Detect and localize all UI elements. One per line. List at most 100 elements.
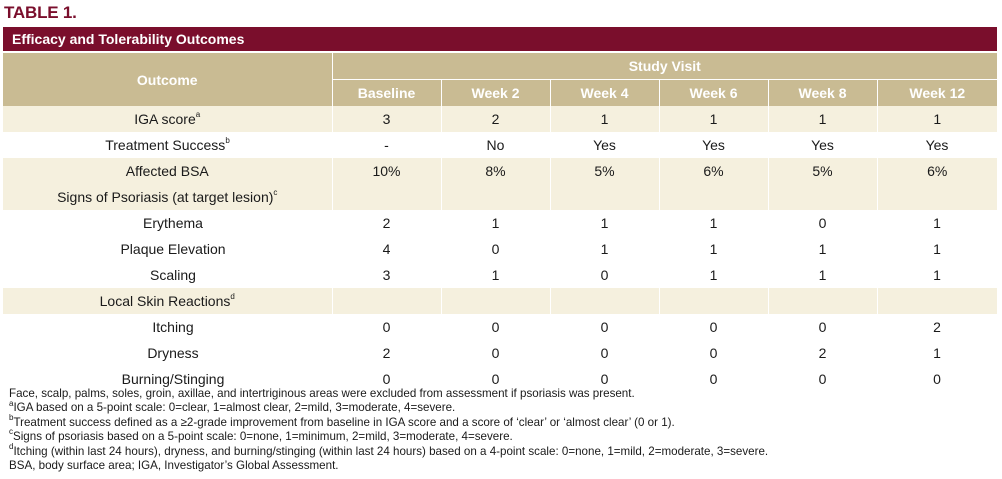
footnote-marker: d <box>230 292 235 302</box>
footnote-marker: a <box>9 398 14 408</box>
row-label: IGA scorea <box>3 106 333 132</box>
table-cell: 0 <box>600 319 609 335</box>
footnote-text: Treatment success defined as a ≥2-grade … <box>13 415 675 429</box>
table-cell: 1 <box>933 215 941 231</box>
table-cell: 0 <box>600 345 609 361</box>
table-row-iga-score: IGA scorea 3 2 1 1 1 1 <box>3 106 998 132</box>
table-row-itching: Itching 0 0 0 0 0 2 <box>3 314 997 340</box>
footnote-line: cSigns of psoriasis based on a 5-point s… <box>9 427 994 444</box>
table-cell: 2 <box>441 106 551 132</box>
section-label-text: Signs of Psoriasis (at target lesion) <box>57 189 274 205</box>
table-cell: 0 <box>382 371 391 387</box>
table-cell: 1 <box>818 267 827 283</box>
table-cell: Yes <box>702 137 725 153</box>
outcome-column-header: Outcome <box>3 53 333 106</box>
row-label: Scaling <box>150 267 196 283</box>
table-row-dryness: Dryness 2 0 0 0 2 1 <box>3 340 997 366</box>
table-cell: 1 <box>818 241 827 257</box>
footnote-marker: d <box>9 441 14 451</box>
footnote-marker: c <box>273 188 278 198</box>
row-label: Affected BSA <box>3 158 333 184</box>
table-cell: 3 <box>382 267 391 283</box>
visit-header-week-12: Week 12 <box>877 79 998 106</box>
table-cell: Yes <box>593 137 616 153</box>
table-cell: No <box>486 137 505 153</box>
table-cell: 0 <box>600 371 609 387</box>
row-label-text: IGA score <box>134 111 196 127</box>
table-cell: 0 <box>933 371 941 387</box>
footnote-marker: a <box>195 110 201 120</box>
table-cell: 0 <box>818 319 827 335</box>
section-label: Local Skin Reactionsd <box>3 288 333 314</box>
footnote-line: aIGA based on a 5-point scale: 0=clear, … <box>9 398 994 415</box>
table-cell: 4 <box>382 241 391 257</box>
table-row-plaque-elevation: Plaque Elevation 4 0 1 1 1 1 <box>3 236 997 262</box>
table-cell: 0 <box>491 241 500 257</box>
table-cell: 0 <box>709 371 718 387</box>
table-label: TABLE 1. <box>4 3 77 22</box>
visit-header-week-4: Week 4 <box>550 79 660 106</box>
table-cell: - <box>384 137 389 153</box>
table-cell: 1 <box>600 241 609 257</box>
table-row-scaling: Scaling 3 1 0 1 1 1 <box>3 262 997 288</box>
table-cell: 1 <box>768 106 878 132</box>
footnote-marker: b <box>9 412 14 422</box>
table-cell: 0 <box>709 319 718 335</box>
table-cell: 10% <box>332 158 442 184</box>
table-cell: 1 <box>550 106 660 132</box>
footnote-text: Itching (within last 24 hours), dryness,… <box>13 444 769 458</box>
table-row-treatment-success: Treatment Successb - No Yes Yes Yes Yes <box>3 132 997 158</box>
table-cell: 0 <box>818 215 827 231</box>
row-label: Plaque Elevation <box>120 241 226 257</box>
table-cell: 1 <box>600 215 609 231</box>
footnote-line: bTreatment success defined as a ≥2-grade… <box>9 412 994 430</box>
table-row-burning-stinging: Burning/Stinging 0 0 0 0 0 0 <box>3 366 997 392</box>
footnote-line: Face, scalp, palms, soles, groin, axilla… <box>9 387 994 401</box>
table-cell: 3 <box>332 106 442 132</box>
table-cell: 0 <box>491 371 500 387</box>
row-label: Treatment Successb <box>3 132 332 158</box>
footnote-marker: c <box>9 427 13 437</box>
table-cell: 0 <box>600 267 609 283</box>
section-label-text: Local Skin Reactions <box>99 293 231 309</box>
row-label-text: Treatment Success <box>105 137 226 153</box>
row-label: Itching <box>152 319 194 335</box>
row-label: Burning/Stinging <box>121 371 225 387</box>
table-cell: 2 <box>818 345 827 361</box>
header-row-visits: Baseline Week 2 Week 4 Week 6 Week 8 Wee… <box>3 79 998 106</box>
table-row-affected-bsa: Affected BSA 10% 8% 5% 6% 5% 6% <box>3 158 998 184</box>
footnote-text: Signs of psoriasis based on a 5-point sc… <box>13 430 513 444</box>
footnote-text: IGA based on a 5-point scale: 0=clear, 1… <box>13 401 456 415</box>
outcomes-table: Outcome Study Visit Baseline Week 2 Week… <box>3 53 998 392</box>
table-cell: 5% <box>768 158 878 184</box>
table-cell: 6% <box>877 158 998 184</box>
table-section-signs-of-psoriasis: Signs of Psoriasis (at target lesion)c <box>3 184 998 210</box>
section-label: Signs of Psoriasis (at target lesion)c <box>3 184 333 210</box>
table-cell: 6% <box>659 158 769 184</box>
table-cell: 1 <box>709 241 718 257</box>
visit-header-week-2: Week 2 <box>441 79 551 106</box>
table-cell: 0 <box>382 319 391 335</box>
table-cell: 1 <box>491 267 500 283</box>
table-cell: 0 <box>491 345 500 361</box>
table-cell: 1 <box>877 106 998 132</box>
table-cell: 1 <box>933 345 941 361</box>
row-label: Erythema <box>143 215 203 231</box>
table-cell: 0 <box>491 319 500 335</box>
table-section-local-skin-reactions: Local Skin Reactionsd <box>3 288 998 314</box>
table-cell: 0 <box>818 371 827 387</box>
table-cell: 2 <box>933 319 941 335</box>
table-cell: 1 <box>933 241 941 257</box>
footnote-text: BSA, body surface area; IGA, Investigato… <box>9 459 339 473</box>
table-cell: 1 <box>659 106 769 132</box>
table-cell: 2 <box>382 345 391 361</box>
table-cell: 0 <box>709 345 718 361</box>
table-row-erythema: Erythema 2 1 1 1 0 1 <box>3 210 997 236</box>
table-cell: Yes <box>925 137 949 153</box>
table-title: Efficacy and Tolerability Outcomes <box>3 27 997 51</box>
footnote-line: BSA, body surface area; IGA, Investigato… <box>9 459 994 473</box>
footnote-text: Face, scalp, palms, soles, groin, axilla… <box>9 387 635 400</box>
table-cell: 1 <box>491 215 500 231</box>
table-cell: 2 <box>382 215 391 231</box>
visit-header-week-8: Week 8 <box>768 79 878 106</box>
